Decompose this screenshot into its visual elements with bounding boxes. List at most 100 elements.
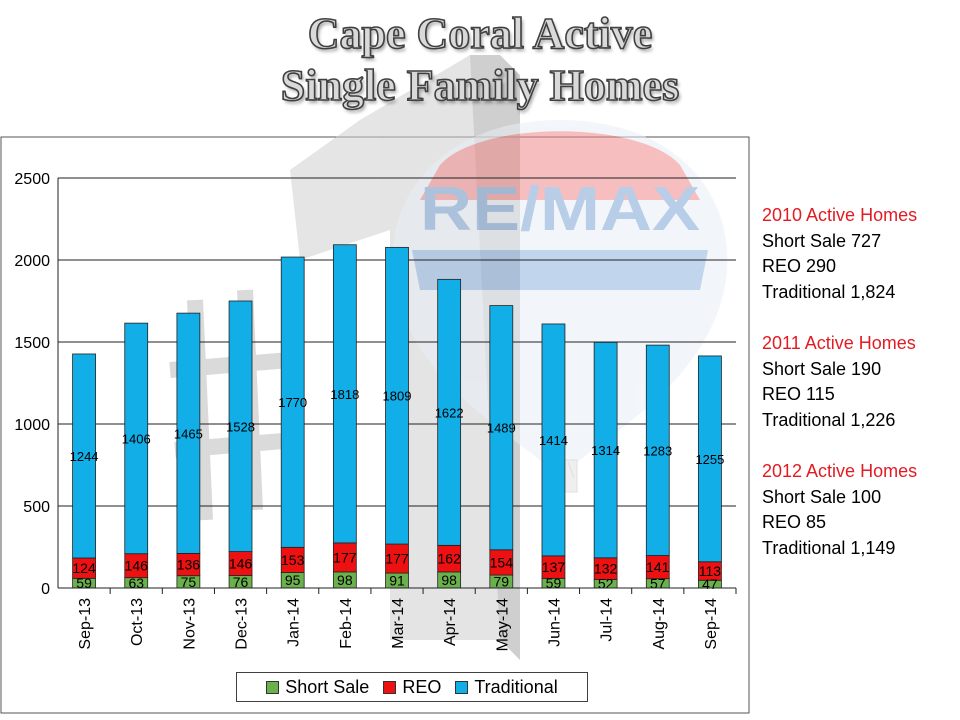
summary-line: Short Sale 100 [762, 486, 882, 507]
summary-header: 2012 Active Homes [762, 460, 918, 481]
data-label: 1465 [174, 426, 203, 441]
legend-label: Traditional [474, 676, 558, 697]
data-label: 154 [490, 554, 514, 570]
legend-label: Short Sale [285, 676, 370, 697]
data-label: 91 [389, 573, 405, 589]
data-label: 132 [594, 561, 618, 577]
data-label: 1809 [383, 389, 412, 404]
y-tick-label: 2500 [14, 171, 50, 188]
yearly-summary-panel: 2010 Active Homes Short Sale 727 REO 290… [762, 203, 957, 587]
data-label: 95 [285, 572, 301, 588]
balloon-brand-text: RE/MAX [420, 175, 700, 244]
data-label: 137 [542, 559, 566, 575]
bar-segment-traditional [280, 256, 305, 548]
bar-segment-traditional [332, 244, 357, 544]
data-label: 153 [281, 552, 305, 568]
data-label: 1622 [435, 405, 464, 420]
data-label: 1283 [643, 443, 672, 458]
summary-line: Traditional 1,824 [762, 281, 896, 302]
x-tick-label: Feb-14 [338, 598, 355, 649]
data-label: 79 [494, 574, 510, 590]
data-label: 1818 [330, 387, 359, 402]
data-labels: 5912412446314614067513614657614615289515… [70, 387, 725, 592]
title-line-1: Cape Coral Active [307, 8, 653, 59]
title-line-2: Single Family Homes [280, 60, 680, 111]
legend-label: REO [402, 676, 442, 697]
legend-item-reo: REO [383, 677, 441, 698]
bar-segment-traditional [489, 305, 514, 551]
data-label: 1406 [122, 431, 151, 446]
x-tick-label: Jun-14 [546, 598, 563, 647]
bar-segment-traditional [698, 355, 722, 563]
data-label: 1314 [591, 443, 620, 458]
bar-segment-traditional [228, 300, 253, 552]
bar-segment-traditional [645, 344, 670, 556]
data-label: 141 [646, 559, 670, 575]
data-label: 1528 [226, 419, 255, 434]
data-label: 136 [177, 557, 201, 573]
balloon-logo-watermark: RE/MAX [392, 120, 728, 493]
summary-header: 2010 Active Homes [762, 205, 918, 225]
data-label: 75 [181, 574, 197, 590]
data-label: 146 [125, 558, 149, 574]
y-tick-label: 500 [23, 499, 50, 516]
data-label: 76 [233, 574, 249, 590]
data-label: 98 [337, 572, 353, 588]
bars [72, 244, 722, 589]
bar-segment-traditional [385, 246, 409, 545]
data-label: 113 [699, 563, 722, 579]
summary-header: 2011 Active Homes [762, 332, 916, 353]
summary-line: Traditional 1,149 [762, 537, 896, 558]
summary-line: REO 85 [762, 512, 827, 533]
legend-item-short-sale: Short Sale [266, 677, 369, 698]
data-label: 63 [128, 575, 144, 591]
data-label: 59 [546, 575, 562, 591]
summary-line: REO 115 [762, 384, 835, 405]
summary-line: Short Sale 727 [762, 230, 882, 251]
y-tick-label: 2000 [14, 253, 50, 270]
bar-segment-traditional [72, 353, 96, 559]
summary-line: Short Sale 190 [762, 358, 882, 379]
bar-segment-traditional [541, 323, 566, 557]
x-tick-label: Sep-14 [703, 598, 720, 650]
x-tick-label: Nov-13 [181, 598, 198, 650]
legend-swatch [383, 680, 397, 694]
summary-group-2010: 2010 Active Homes Short Sale 727 REO 290… [762, 203, 957, 305]
bar-segment-traditional [437, 278, 462, 546]
summary-line: REO 290 [762, 256, 837, 277]
data-label: 1414 [539, 433, 568, 448]
data-label: 52 [598, 576, 614, 592]
x-tick-label: Aug-14 [651, 598, 668, 650]
legend-swatch [266, 680, 280, 694]
x-tick-label: Apr-14 [442, 598, 459, 646]
x-tick-label: Oct-13 [129, 598, 146, 646]
data-label: 1255 [695, 452, 724, 467]
legend-swatch [455, 680, 469, 694]
chart-legend: Short Sale REO Traditional [236, 672, 588, 702]
data-label: 1770 [278, 395, 307, 410]
summary-group-2011: 2011 Active Homes Short Sale 190 REO 115… [762, 331, 957, 433]
data-label: 177 [385, 551, 409, 567]
data-label: 1244 [70, 449, 99, 464]
y-tick-label: 1500 [14, 335, 50, 352]
chart-title: Cape Coral Active Single Family Homes [0, 8, 960, 112]
summary-group-2012: 2012 Active Homes Short Sale 100 REO 85 … [762, 459, 957, 561]
data-label: 162 [437, 551, 461, 567]
bar-segment-traditional [593, 341, 618, 559]
x-tick-label: May-14 [494, 598, 511, 651]
x-tick-label: Dec-13 [234, 598, 251, 650]
x-tick-label: Jul-14 [599, 598, 616, 642]
bar-segment-traditional [124, 322, 149, 555]
summary-line: Traditional 1,226 [762, 409, 896, 430]
x-tick-label: Mar-14 [390, 598, 407, 649]
axes: 0 500 1000 1500 2000 2500 Sep-13 Oct-13 Nov-13 De… [14, 171, 737, 651]
y-tick-label: 0 [41, 581, 50, 598]
data-label: 124 [72, 560, 96, 576]
bar-segment-traditional [176, 312, 201, 554]
data-label: 177 [333, 549, 357, 565]
x-tick-label: Jan-14 [286, 598, 303, 647]
data-label: 59 [76, 575, 92, 591]
data-label: 146 [229, 556, 253, 572]
x-tick-label: Sep-13 [77, 598, 94, 650]
